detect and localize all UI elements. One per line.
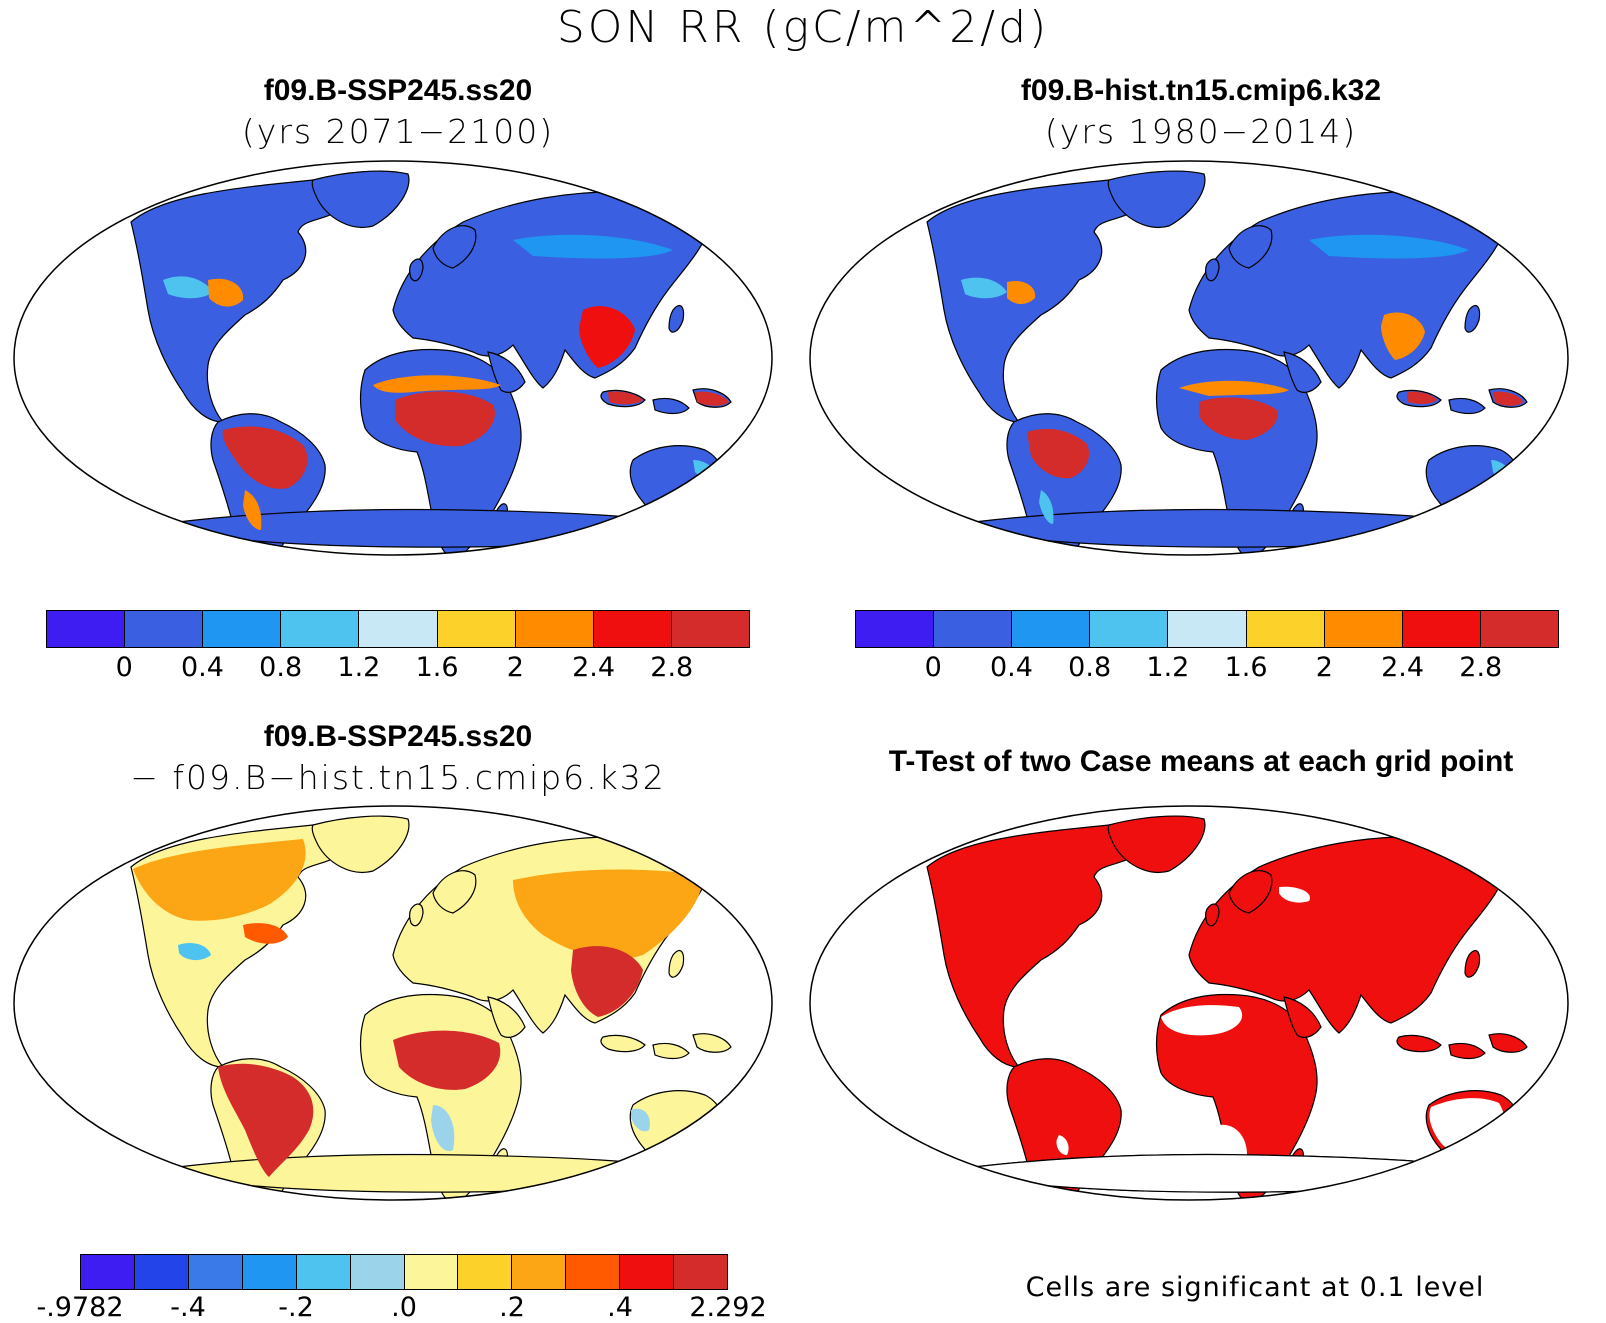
panel-subtitle-bottom-left: − f09.B−hist.tn15.cmip6.k32	[130, 758, 666, 797]
colorbar-box	[404, 1255, 459, 1289]
colorbar-box	[1012, 611, 1091, 647]
colorbar-box	[671, 611, 749, 647]
colorbar-tick-label: 1.6	[415, 652, 459, 683]
panel-title-top-right: f09.B-hist.tn15.cmip6.k32	[1020, 74, 1382, 107]
colorbar-tick-label: 2.8	[650, 652, 694, 683]
colorbar-box	[934, 611, 1013, 647]
map-top-right	[809, 160, 1569, 556]
colorbar-tick-label: 0.8	[259, 652, 303, 683]
colorbar-box	[81, 1255, 135, 1289]
panel-title-bottom-left: f09.B-SSP245.ss20	[263, 720, 533, 753]
colorbar-box	[281, 611, 360, 647]
colorbar-tick-label: 0.4	[989, 652, 1033, 683]
colorbar-tick-label: -.9782	[36, 1292, 124, 1323]
map-top-left	[13, 160, 773, 556]
colorbar-box	[458, 1255, 513, 1289]
colorbar-tick-label: .0	[391, 1292, 417, 1323]
colorbar-tick-label: .4	[607, 1292, 633, 1323]
colorbar-box	[350, 1255, 405, 1289]
colorbar-ticks-top-left: 0 0.4 0.8 1.2 1.6 2 2.4 2.8	[46, 652, 750, 688]
colorbar-tick-label: 2.4	[1381, 652, 1425, 683]
colorbar-box	[1090, 611, 1169, 647]
colorbar-tick-label: -.2	[278, 1292, 314, 1323]
colorbar-box	[620, 1255, 675, 1289]
colorbar-box	[674, 1255, 728, 1289]
colorbar-bottom-left	[80, 1254, 728, 1290]
colorbar-box	[512, 1255, 567, 1289]
colorbar-box	[1246, 611, 1325, 647]
colorbar-tick-label: 2.4	[572, 652, 616, 683]
panel-subtitle-top-right: (yrs 1980−2014)	[1044, 112, 1358, 151]
colorbar-top-right	[855, 610, 1559, 648]
colorbar-tick-label: -.4	[170, 1292, 206, 1323]
colorbar-tick-label: 2	[506, 652, 524, 683]
colorbar-tick-label: 0	[924, 652, 942, 683]
colorbar-tick-label: 2.292	[689, 1292, 767, 1323]
colorbar-ticks-top-right: 0 0.4 0.8 1.2 1.6 2 2.4 2.8	[855, 652, 1559, 688]
significance-note: Cells are significant at 0.1 level	[1025, 1272, 1485, 1303]
colorbar-tick-label: 1.2	[337, 652, 381, 683]
colorbar-tick-label: 2	[1315, 652, 1333, 683]
colorbar-box	[125, 611, 204, 647]
colorbar-tick-label: 0.8	[1068, 652, 1112, 683]
colorbar-box	[359, 611, 438, 647]
colorbar-tick-label: 0.4	[180, 652, 224, 683]
colorbar-tick-label: 0	[115, 652, 133, 683]
panel-title-top-left: f09.B-SSP245.ss20	[263, 74, 533, 107]
colorbar-box	[1324, 611, 1403, 647]
colorbar-box	[856, 611, 935, 647]
colorbar-box	[242, 1255, 297, 1289]
map-bottom-left	[13, 805, 773, 1201]
colorbar-box	[188, 1255, 243, 1289]
colorbar-box	[515, 611, 594, 647]
colorbar-top-left	[46, 610, 750, 648]
colorbar-tick-label: 1.6	[1224, 652, 1268, 683]
colorbar-box	[566, 1255, 621, 1289]
colorbar-box	[134, 1255, 189, 1289]
colorbar-box	[1480, 611, 1558, 647]
map-bottom-right	[809, 805, 1569, 1201]
colorbar-ticks-bottom-left: -.9782 -.4 -.2 .0 .2 .4 2.292	[36, 1292, 766, 1323]
colorbar-box	[47, 611, 126, 647]
panel-subtitle-top-left: (yrs 2071−2100)	[241, 112, 555, 151]
colorbar-box	[1168, 611, 1247, 647]
colorbar-box	[203, 611, 282, 647]
colorbar-tick-label: .2	[499, 1292, 525, 1323]
figure-title: SON RR (gC/m^2/d)	[556, 2, 1050, 53]
colorbar-box	[1402, 611, 1481, 647]
colorbar-box	[593, 611, 672, 647]
colorbar-box	[296, 1255, 351, 1289]
colorbar-tick-label: 2.8	[1459, 652, 1503, 683]
colorbar-tick-label: 1.2	[1146, 652, 1190, 683]
panel-title-bottom-right: T-Test of two Case means at each grid po…	[888, 745, 1514, 778]
colorbar-box	[437, 611, 516, 647]
